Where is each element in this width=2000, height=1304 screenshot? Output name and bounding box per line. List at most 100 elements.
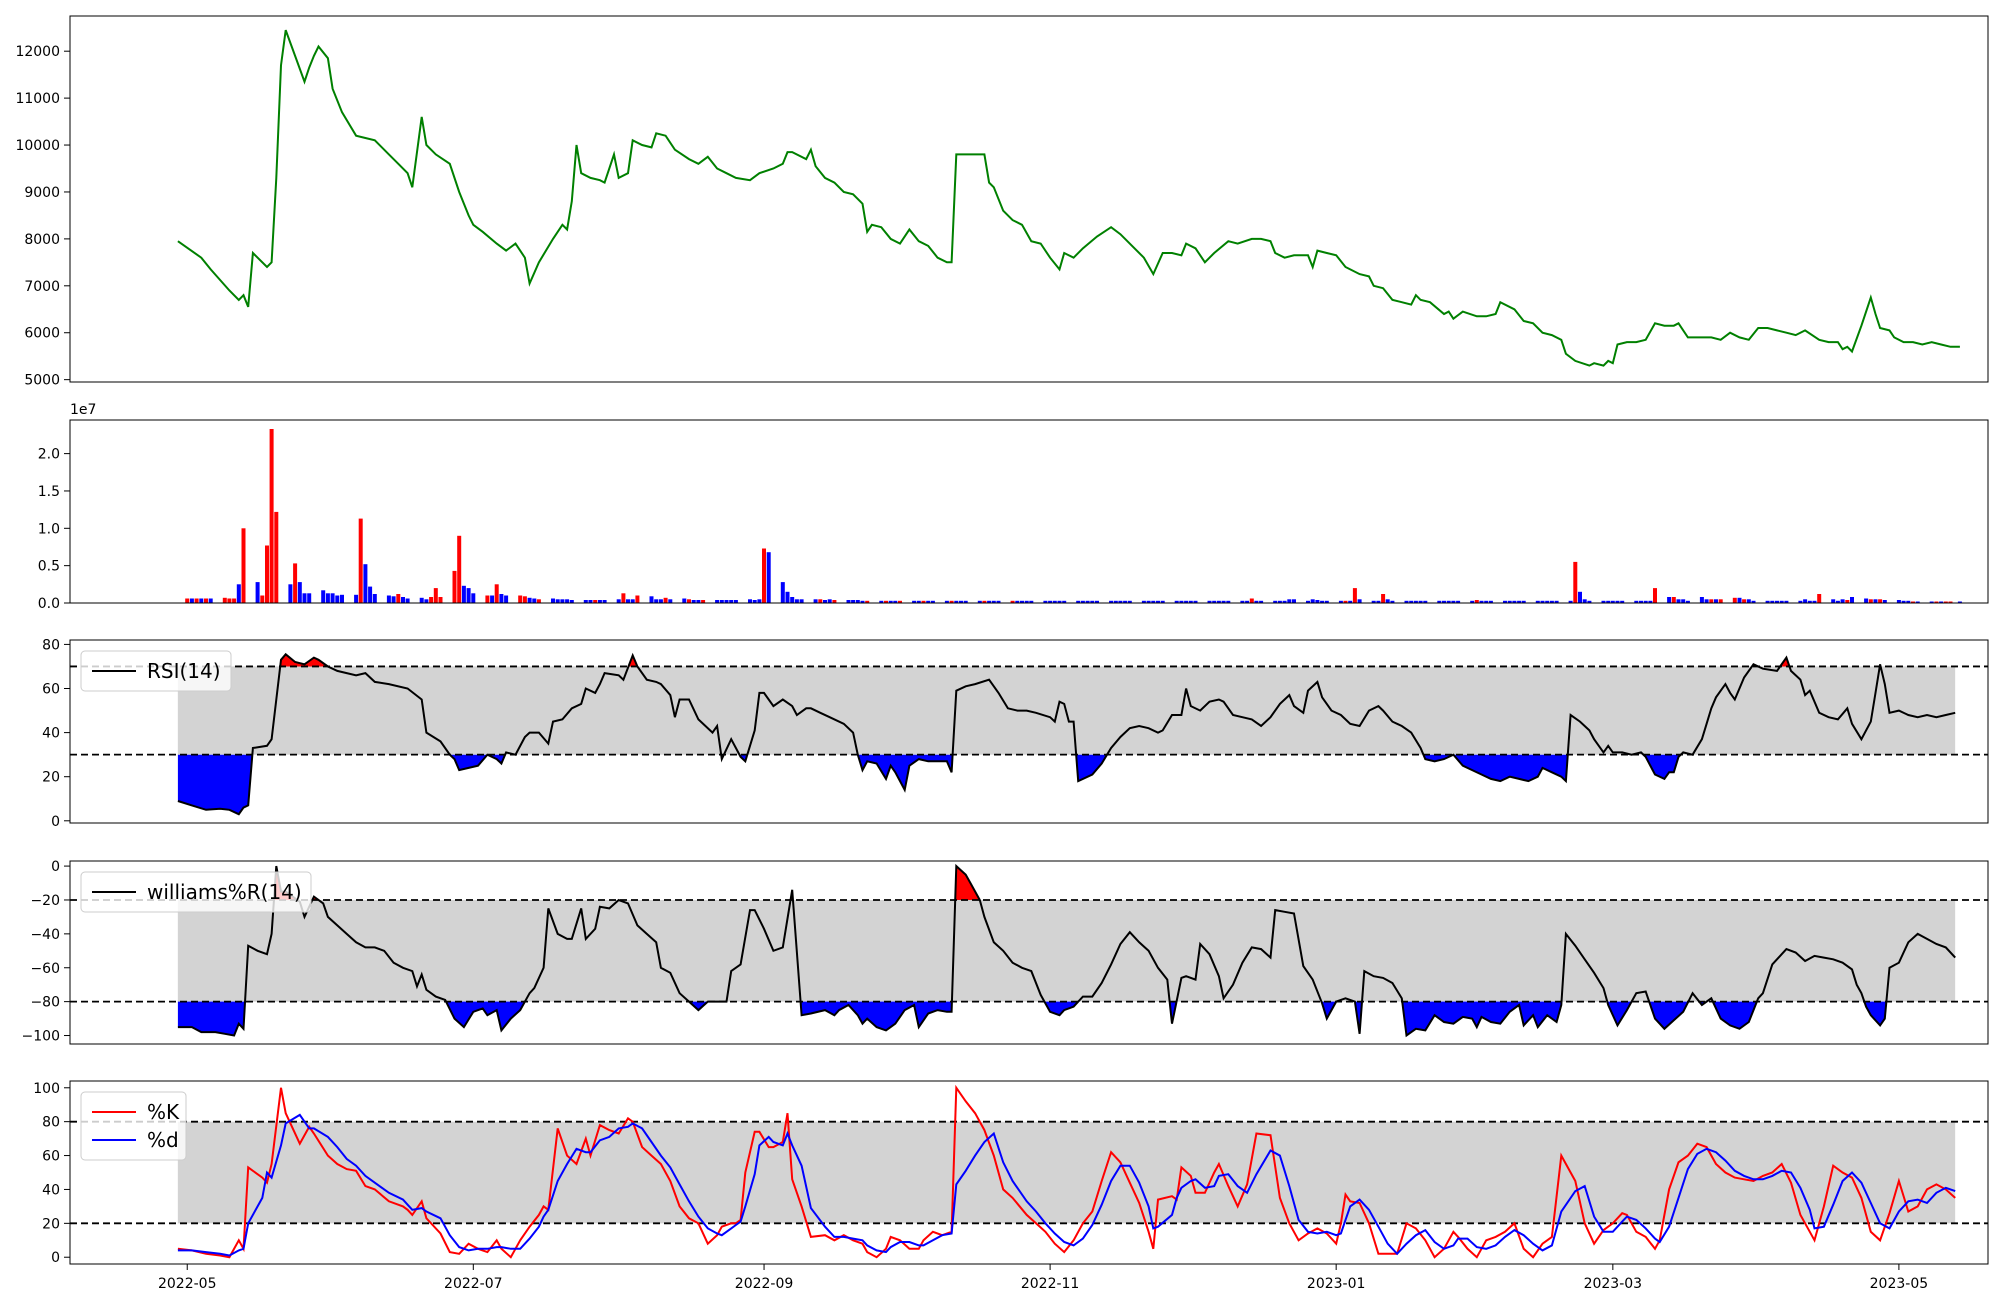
volume-bar — [1676, 599, 1681, 603]
volume-bar — [757, 599, 762, 603]
rsi-overbought-fill — [280, 654, 328, 667]
rsi-ytick-label: 60 — [42, 682, 60, 698]
volume-bar — [1615, 600, 1620, 603]
stoch-ytick-label: 0 — [51, 1250, 60, 1266]
volume-bar — [1470, 600, 1475, 603]
volume-bar — [1390, 600, 1395, 603]
volume-bar — [560, 599, 565, 603]
williams-ytick-label: −100 — [22, 1029, 60, 1045]
volume-bar — [1554, 600, 1559, 603]
volume-bar — [597, 600, 602, 603]
price-frame — [69, 15, 1989, 383]
volume-bar — [1076, 600, 1081, 603]
volume-bar — [1306, 600, 1310, 603]
volume-bar — [321, 590, 326, 603]
volume-bar — [696, 600, 701, 603]
volume-bar — [1015, 600, 1020, 603]
volume-bar — [1188, 600, 1193, 603]
stoch-legend-label: %K — [147, 1100, 180, 1124]
volume-bar — [1850, 597, 1854, 603]
volume-bar — [616, 599, 621, 603]
volume-bar — [1939, 601, 1944, 603]
volume-bar — [1315, 600, 1320, 603]
stoch-legend-box — [80, 1091, 187, 1161]
volume-bar — [977, 600, 982, 603]
williams-oversold-fill — [1607, 1001, 1632, 1026]
stoch-ytick-label: 40 — [42, 1182, 60, 1198]
volume-bar — [1123, 600, 1128, 603]
volume-bar — [1610, 600, 1615, 603]
volume-bar — [1864, 598, 1869, 603]
volume-bar — [1601, 600, 1606, 603]
volume-bar — [799, 599, 804, 603]
volume-bar — [1437, 600, 1442, 603]
volume-bar — [724, 600, 729, 603]
volume-bar — [1029, 600, 1034, 603]
volume-bar — [719, 600, 724, 603]
volume-bar — [1807, 600, 1812, 603]
volume-bar — [1282, 600, 1287, 603]
volume-bar — [1671, 597, 1676, 603]
volume-bar — [715, 600, 720, 603]
volume-bar — [963, 600, 968, 603]
volume-bar — [471, 593, 476, 603]
volume-bar — [1456, 600, 1461, 603]
volume-bar — [1873, 599, 1878, 603]
xtick-label: 2023-05 — [1870, 1276, 1929, 1292]
volume-bar — [1578, 591, 1582, 603]
volume-bar — [982, 600, 987, 603]
volume-bar — [1292, 599, 1296, 603]
volume-bar — [227, 598, 232, 603]
volume-bar — [1901, 600, 1906, 603]
volume-bar — [1423, 600, 1428, 603]
volume-bar — [1409, 600, 1414, 603]
volume-bar — [1085, 600, 1090, 603]
volume-frame — [69, 419, 1989, 604]
volume-bar — [1718, 599, 1723, 603]
volume-bar — [555, 599, 560, 603]
williams-band — [177, 899, 1956, 1002]
volume-bar — [1376, 600, 1381, 603]
volume-bar — [790, 597, 795, 603]
volume-bar — [274, 511, 279, 603]
volume-bar — [1648, 600, 1653, 603]
williams-legend: williams%R(14) — [80, 871, 312, 913]
volume-bar — [358, 518, 363, 603]
volume-bar — [1643, 600, 1648, 603]
rsi-oversold-fill — [1076, 754, 1107, 782]
volume-bar — [1310, 599, 1315, 603]
volume-bar — [1010, 600, 1015, 603]
volume-bar — [1812, 600, 1817, 603]
volume-bar — [536, 599, 541, 603]
xtick-label: 2022-11 — [1021, 1276, 1080, 1292]
volume-bar — [1024, 600, 1029, 603]
xtick-label: 2023-01 — [1307, 1276, 1366, 1292]
volume-bar — [532, 598, 537, 603]
volume-bar — [827, 599, 832, 603]
volume-bar — [1803, 599, 1808, 603]
volume-bar — [1915, 601, 1920, 603]
volume-bar — [851, 600, 856, 603]
volume-bar — [626, 599, 630, 603]
rsi-ytick-label: 20 — [42, 770, 60, 786]
xtick-label: 2022-09 — [735, 1276, 794, 1292]
volume-bar — [602, 600, 607, 603]
volume-bar — [733, 600, 738, 603]
volume-bar — [189, 598, 194, 603]
volume-bar — [1512, 600, 1517, 603]
volume-bar — [1737, 597, 1742, 603]
volume-bar — [879, 600, 884, 603]
williams-legend-label: williams%R(14) — [147, 880, 302, 904]
volume-bar — [1320, 600, 1325, 603]
volume-bar — [405, 598, 410, 603]
volume-bar — [1207, 600, 1212, 603]
volume-bar — [1385, 599, 1390, 603]
volume-bar — [232, 598, 237, 603]
volume-bar — [1587, 600, 1592, 603]
volume-bar — [1151, 600, 1156, 603]
volume-bar — [1348, 600, 1353, 603]
volume-bar — [204, 598, 208, 603]
volume-bar — [1371, 600, 1376, 603]
volume-bar — [1184, 600, 1189, 603]
